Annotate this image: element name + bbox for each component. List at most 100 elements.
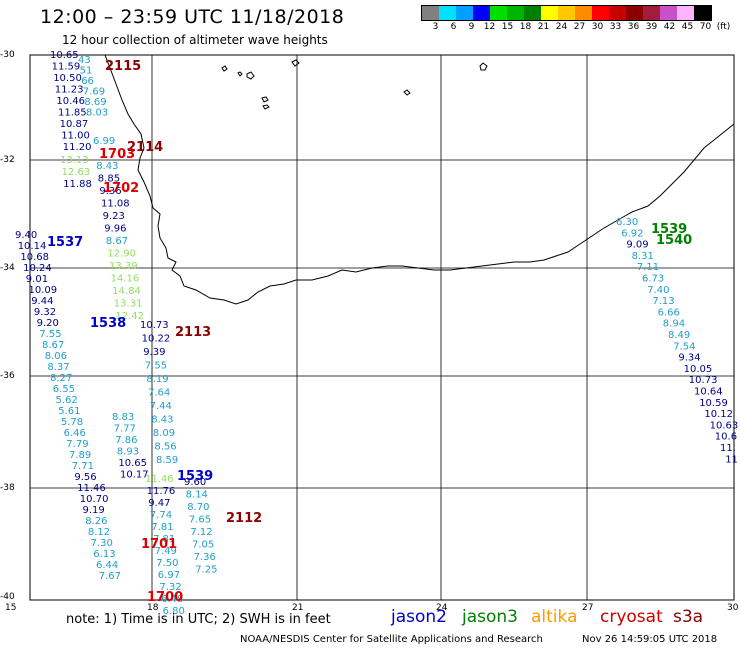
wave-height-value: 10.65 — [50, 50, 79, 61]
wave-height-value: 10.65 — [118, 458, 147, 469]
credit-line: NOAA/NESDIS Center for Satellite Applica… — [240, 634, 543, 645]
wave-height-value: 8.43 — [151, 415, 173, 426]
wave-height-value: 10.09 — [29, 285, 58, 296]
legend-jason3: jason3 — [462, 607, 518, 627]
pass-time-label: 1539 — [651, 222, 687, 237]
legend-s3a: s3a — [673, 607, 704, 627]
color-swatch — [439, 6, 456, 20]
color-swatch — [694, 6, 711, 20]
lat-label-40: -40 — [0, 592, 15, 602]
color-swatch — [575, 6, 592, 20]
wave-height-value: 6.73 — [642, 274, 664, 285]
wave-height-value: 10.6 — [715, 432, 737, 443]
wave-height-value: 7.12 — [190, 527, 212, 538]
pass-time-label: 2112 — [226, 511, 262, 526]
wave-height-value: 7.64 — [148, 388, 170, 399]
credit-date: Nov 26 14:59:05 UTC 2018 — [582, 634, 718, 645]
pass-time-label: 1539 — [177, 469, 213, 484]
wave-height-value: 10.46 — [56, 96, 85, 107]
color-swatch — [643, 6, 660, 20]
lat-label-34: -34 — [0, 263, 15, 273]
wave-height-value: 5.61 — [58, 406, 80, 417]
pass-time-label: 2115 — [105, 59, 141, 74]
color-swatch — [524, 6, 541, 20]
wave-height-value: 10.87 — [60, 119, 89, 130]
wave-height-value: 9.36 — [99, 186, 121, 197]
wave-height-value: 9.39 — [143, 347, 165, 358]
wave-height-value: 8.70 — [187, 502, 209, 513]
wave-height-value: 10.59 — [699, 398, 728, 409]
color-swatch — [456, 6, 473, 20]
wave-height-color-scale — [421, 5, 712, 21]
wave-height-value: 13.31 — [114, 299, 143, 310]
wave-height-value: 8.83 — [112, 412, 134, 423]
wave-height-value: 7.13 — [652, 296, 674, 307]
wave-height-value: 7.44 — [150, 401, 172, 412]
wave-height-value: 11.46 — [145, 474, 174, 485]
lon-label-21: 21 — [292, 603, 304, 613]
color-scale-label: 9 — [468, 22, 475, 32]
wave-height-value: 5.78 — [61, 417, 83, 428]
wave-height-value: 14.84 — [112, 286, 141, 297]
island — [403, 89, 411, 96]
color-swatch — [507, 6, 524, 20]
pass-time-label: 2113 — [175, 325, 211, 340]
wave-height-value: 8.49 — [668, 330, 690, 341]
wave-height-value: 7.25 — [195, 565, 217, 576]
wave-height-value: 8.69 — [84, 97, 106, 108]
color-scale-label: 27 — [573, 22, 586, 32]
wave-height-value: 11.23 — [55, 85, 84, 96]
color-scale-label: 24 — [555, 22, 568, 32]
page-subtitle: 12 hour collection of altimeter wave hei… — [62, 33, 328, 47]
lat-label-30: -30 — [0, 50, 15, 60]
wave-height-value: 10.50 — [53, 73, 82, 84]
wave-height-value: 8.67 — [106, 236, 128, 247]
color-swatch — [592, 6, 609, 20]
wave-height-value: 8.19 — [146, 374, 168, 385]
color-scale-label: 70 — [699, 22, 712, 32]
wave-height-value: 10.05 — [684, 364, 713, 375]
wave-height-value: 6.99 — [93, 136, 115, 147]
wave-height-value: 9.09 — [626, 240, 648, 251]
legend-cryosat: cryosat — [600, 607, 663, 627]
wave-height-value: 11. — [720, 443, 736, 454]
wave-height-value: 10.14 — [18, 241, 47, 252]
wave-height-value: 11.88 — [63, 179, 92, 190]
pass-time-label: 1702 — [103, 181, 139, 196]
wave-height-value: 12.90 — [107, 249, 136, 260]
color-scale-label: 12 — [483, 22, 496, 32]
color-scale-label: 3 — [432, 22, 439, 32]
units-note: note: 1) Time is in UTC; 2) SWH is in fe… — [66, 612, 331, 627]
color-scale-label: 45 — [681, 22, 694, 32]
map-border — [29, 54, 735, 601]
color-swatch — [473, 6, 490, 20]
wave-height-value: 8.26 — [85, 516, 107, 527]
wave-height-value: 8.37 — [47, 362, 69, 373]
wave-height-value: 7.54 — [673, 341, 695, 352]
wave-height-value: 10.22 — [142, 334, 171, 345]
lon-label-15: 15 — [5, 603, 17, 613]
color-scale-label: 33 — [609, 22, 622, 32]
lat-label-38: -38 — [0, 483, 15, 493]
island — [479, 62, 488, 71]
wave-height-value: 8.31 — [632, 251, 654, 262]
wave-height-value: 8.59 — [156, 455, 178, 466]
island — [261, 96, 269, 103]
wave-height-value: 10.70 — [80, 494, 109, 505]
wave-height-value: 6.66 — [658, 307, 680, 318]
wave-height-value: 11.76 — [147, 486, 176, 497]
island — [221, 65, 228, 72]
wave-height-value: 13.13 — [60, 155, 89, 166]
color-scale-label: 39 — [645, 22, 658, 32]
wave-height-value: 7.79 — [66, 439, 88, 450]
pass-time-label: 1701 — [141, 537, 177, 552]
wave-height-value: 43 — [78, 55, 91, 66]
color-swatch — [541, 6, 558, 20]
wave-height-value: 8.14 — [186, 490, 208, 501]
wave-height-value: 7.67 — [99, 571, 121, 582]
lat-label-32: -32 — [0, 155, 15, 165]
wave-height-value: 6.55 — [53, 384, 75, 395]
color-scale-label: 30 — [591, 22, 604, 32]
wave-height-value: 6.13 — [93, 549, 115, 560]
